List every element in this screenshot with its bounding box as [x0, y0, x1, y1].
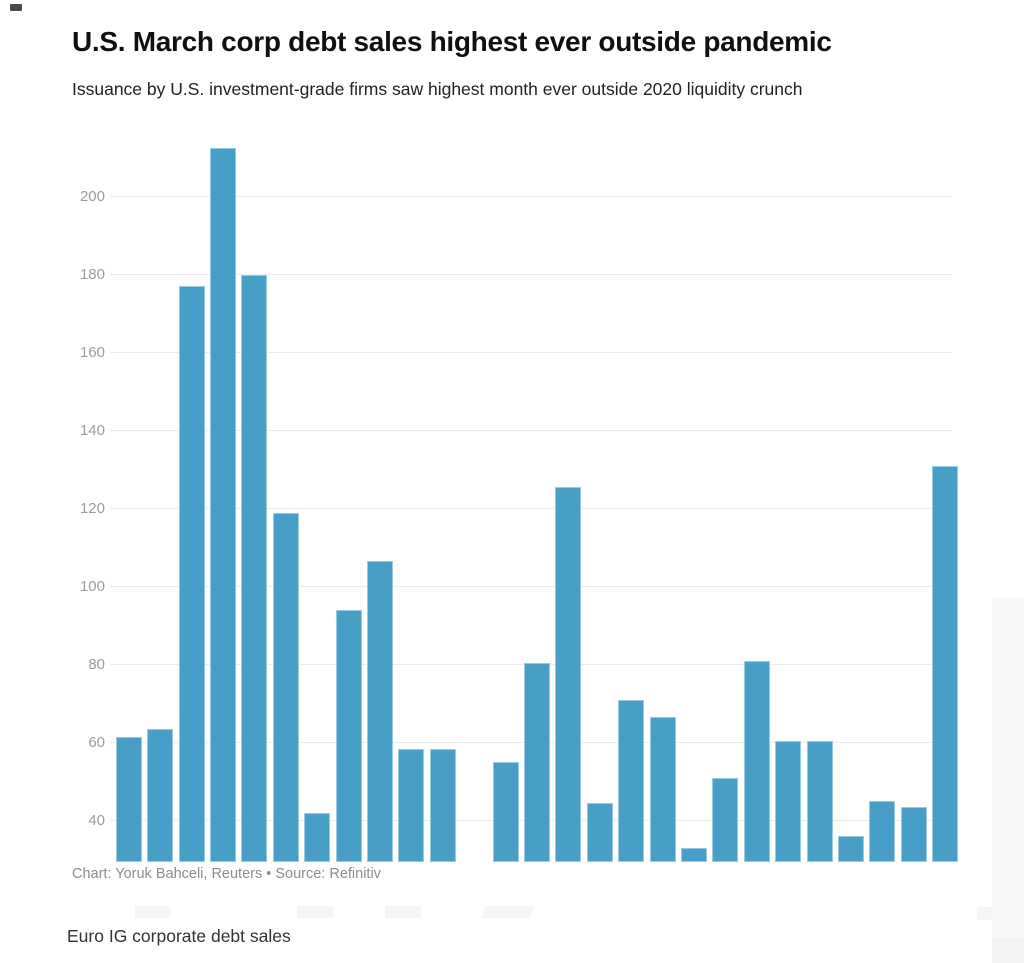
bar [838, 836, 865, 862]
bar [115, 736, 142, 862]
y-tick-label: 120 [79, 499, 105, 517]
y-tick-label: 40 [88, 811, 105, 829]
y-tick-label: 200 [79, 187, 105, 205]
bar [712, 777, 739, 862]
bar [272, 512, 299, 862]
loading-placeholder [977, 907, 992, 920]
bar-chart-plot-area: 40 60 80 100 120 140 160 180 200 [0, 130, 1024, 862]
bar [681, 848, 708, 862]
loading-placeholder [481, 906, 534, 918]
loading-placeholder [385, 906, 421, 918]
bar [806, 740, 833, 862]
bar [618, 699, 645, 862]
bar [304, 812, 331, 862]
bar [555, 487, 582, 862]
bar [932, 465, 959, 862]
chart-source-caption: Chart: Yoruk Bahceli, Reuters • Source: … [72, 866, 381, 882]
y-tick-label: 180 [79, 265, 105, 283]
bar [429, 748, 456, 862]
side-placeholder-band [992, 598, 1024, 938]
bar [147, 729, 174, 862]
gridline [110, 352, 952, 354]
bar [586, 803, 613, 862]
loading-placeholder [135, 906, 170, 918]
bar [366, 561, 393, 862]
y-tick-label: 60 [88, 733, 105, 751]
y-tick-label: 80 [88, 655, 105, 673]
gridline [110, 274, 952, 276]
bar [743, 660, 770, 862]
bar [869, 801, 896, 862]
bar [178, 286, 205, 862]
side-placeholder-band [992, 938, 1024, 963]
gridline [110, 508, 952, 510]
bar [335, 610, 362, 862]
chart-title: U.S. March corp debt sales highest ever … [72, 26, 832, 57]
chart-subtitle: Issuance by U.S. investment-grade firms … [72, 79, 803, 99]
y-tick-label: 140 [79, 421, 105, 439]
gridline [110, 586, 952, 588]
y-tick-label: 160 [79, 343, 105, 361]
next-chart-title: Euro IG corporate debt sales [67, 926, 291, 946]
bar [492, 762, 519, 862]
bar [209, 147, 236, 862]
bars-layer [113, 130, 961, 862]
bar [398, 748, 425, 862]
y-tick-label: 100 [79, 577, 105, 595]
loading-placeholder [297, 906, 334, 918]
gridline [110, 196, 952, 198]
bar [649, 717, 676, 862]
bar [241, 274, 268, 862]
corner-artifact [10, 4, 22, 11]
bar [775, 740, 802, 862]
bar [524, 662, 550, 862]
gridline [110, 430, 952, 432]
bar [900, 807, 927, 862]
